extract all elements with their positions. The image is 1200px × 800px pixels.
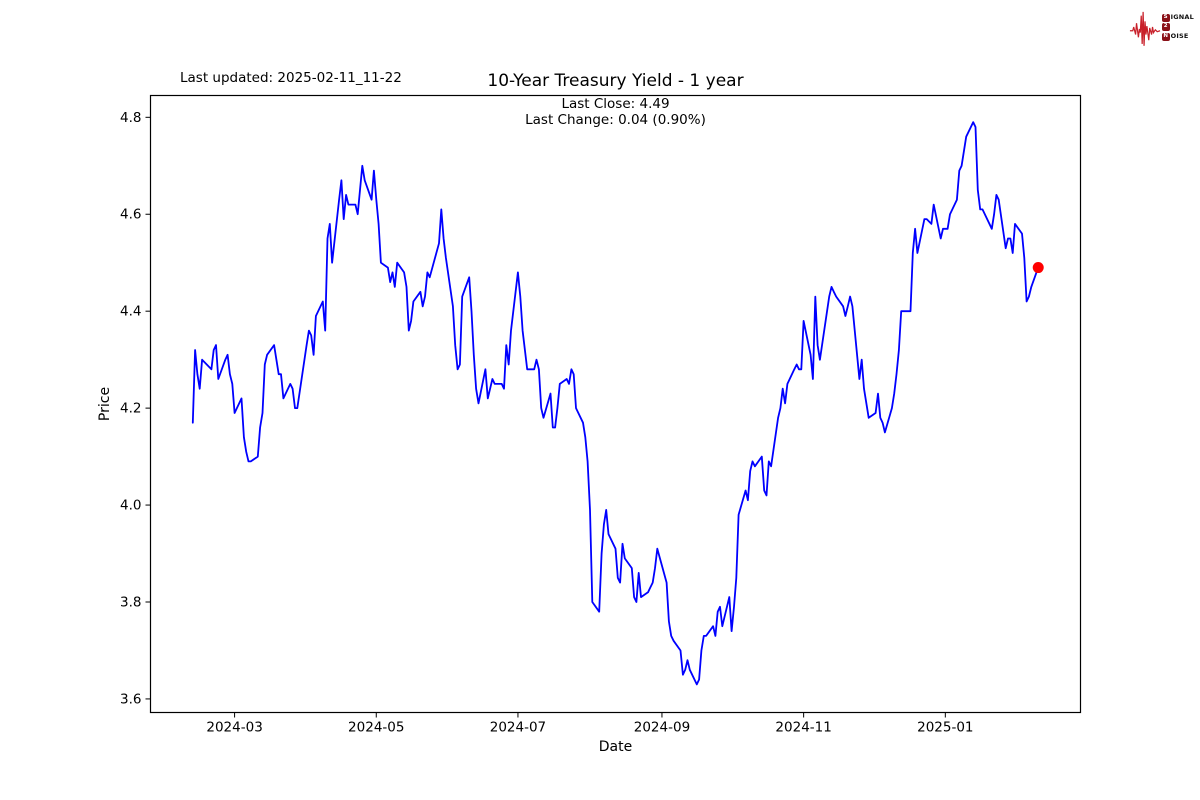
x-axis-label: Date xyxy=(598,739,633,755)
y-tick-label: 4.4 xyxy=(120,304,141,320)
logo-tile-s: S xyxy=(1161,13,1170,22)
logo-row-noise: N OISE xyxy=(1161,32,1194,41)
last-change-text: Last Change: 0.04 (0.90%) xyxy=(525,112,706,128)
yield-line-series xyxy=(191,121,1040,686)
waveform-icon xyxy=(1129,11,1160,46)
signal2noise-logo: S IGNAL 2 N OISE xyxy=(1129,5,1194,49)
axes-box xyxy=(149,94,1082,714)
logo-text: S IGNAL 2 N OISE xyxy=(1161,13,1194,41)
y-tick-label: 3.6 xyxy=(120,691,141,707)
y-tick-label: 3.8 xyxy=(120,594,141,610)
logo-rest-oise: OISE xyxy=(1170,32,1189,41)
logo-row-2: 2 xyxy=(1161,23,1194,31)
y-tick-label: 4.0 xyxy=(120,498,141,514)
x-tick-label: 2024-05 xyxy=(348,720,404,736)
x-tick-label: 2024-11 xyxy=(775,720,831,736)
x-tick-label: 2025-01 xyxy=(917,720,973,736)
x-tick-label: 2024-03 xyxy=(206,720,262,736)
last-close-text: Last Close: 4.49 xyxy=(561,96,670,112)
y-tick-label: 4.8 xyxy=(120,110,141,126)
x-tick-label: 2024-07 xyxy=(490,720,546,736)
logo-row-signal: S IGNAL xyxy=(1161,13,1194,22)
logo-tile-2: 2 xyxy=(1161,23,1170,31)
last-close-marker xyxy=(1032,262,1044,274)
logo-rest-ignal: IGNAL xyxy=(1170,13,1194,22)
last-updated-text: Last updated: 2025-02-11_11-22 xyxy=(180,70,402,86)
x-tick-label: 2024-09 xyxy=(634,720,690,736)
y-tick-label: 4.6 xyxy=(120,207,141,223)
chart-title: 10-Year Treasury Yield - 1 year xyxy=(487,71,744,91)
y-tick-label: 4.2 xyxy=(120,401,141,417)
logo-tile-n: N xyxy=(1161,32,1170,41)
